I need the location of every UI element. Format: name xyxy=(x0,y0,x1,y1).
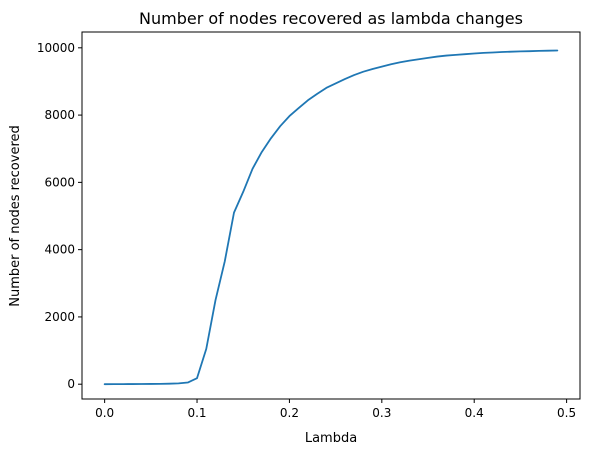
x-axis-label: Lambda xyxy=(305,431,357,446)
x-tick-label: 0.3 xyxy=(372,406,391,420)
x-tick-label: 0.5 xyxy=(557,406,576,420)
y-tick-label: 10000 xyxy=(37,41,75,55)
chart-title: Number of nodes recovered as lambda chan… xyxy=(139,9,523,28)
y-tick-label: 4000 xyxy=(44,243,75,257)
x-tick-label: 0.0 xyxy=(95,406,114,420)
x-tick-label: 0.2 xyxy=(280,406,299,420)
y-tick-label: 8000 xyxy=(44,108,75,122)
plot-area xyxy=(103,49,559,386)
series-line xyxy=(103,49,559,386)
x-tick-label: 0.4 xyxy=(465,406,484,420)
y-tick-label: 0 xyxy=(67,377,75,391)
x-axis: 0.0 0.1 0.2 0.3 0.4 0.5 xyxy=(95,399,576,420)
y-axis-label: Number of nodes recovered xyxy=(8,125,23,307)
x-tick-label: 0.1 xyxy=(187,406,206,420)
y-axis: 0 2000 4000 6000 8000 10000 xyxy=(37,41,82,391)
y-tick-label: 6000 xyxy=(44,175,75,189)
y-tick-label: 2000 xyxy=(44,310,75,324)
plot-frame xyxy=(81,31,581,400)
